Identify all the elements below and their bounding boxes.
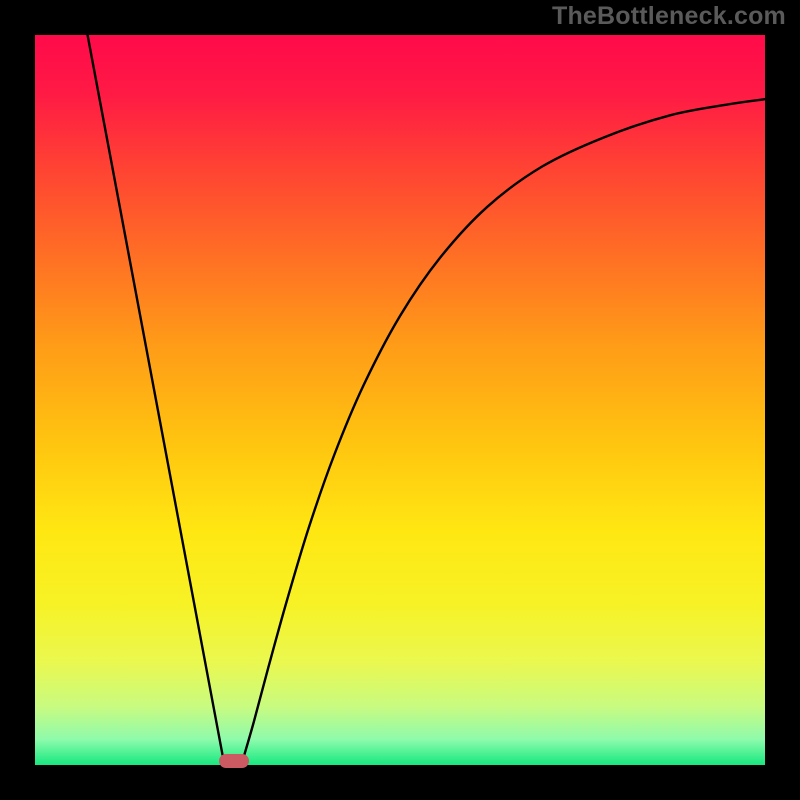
curve-right-branch [243, 99, 765, 759]
curve-left-branch [88, 35, 224, 759]
plot-area [35, 35, 765, 765]
watermark-text: TheBottleneck.com [552, 2, 786, 31]
chart-container: TheBottleneck.com [0, 0, 800, 800]
curve-svg [35, 35, 765, 765]
minimum-marker [219, 754, 249, 768]
